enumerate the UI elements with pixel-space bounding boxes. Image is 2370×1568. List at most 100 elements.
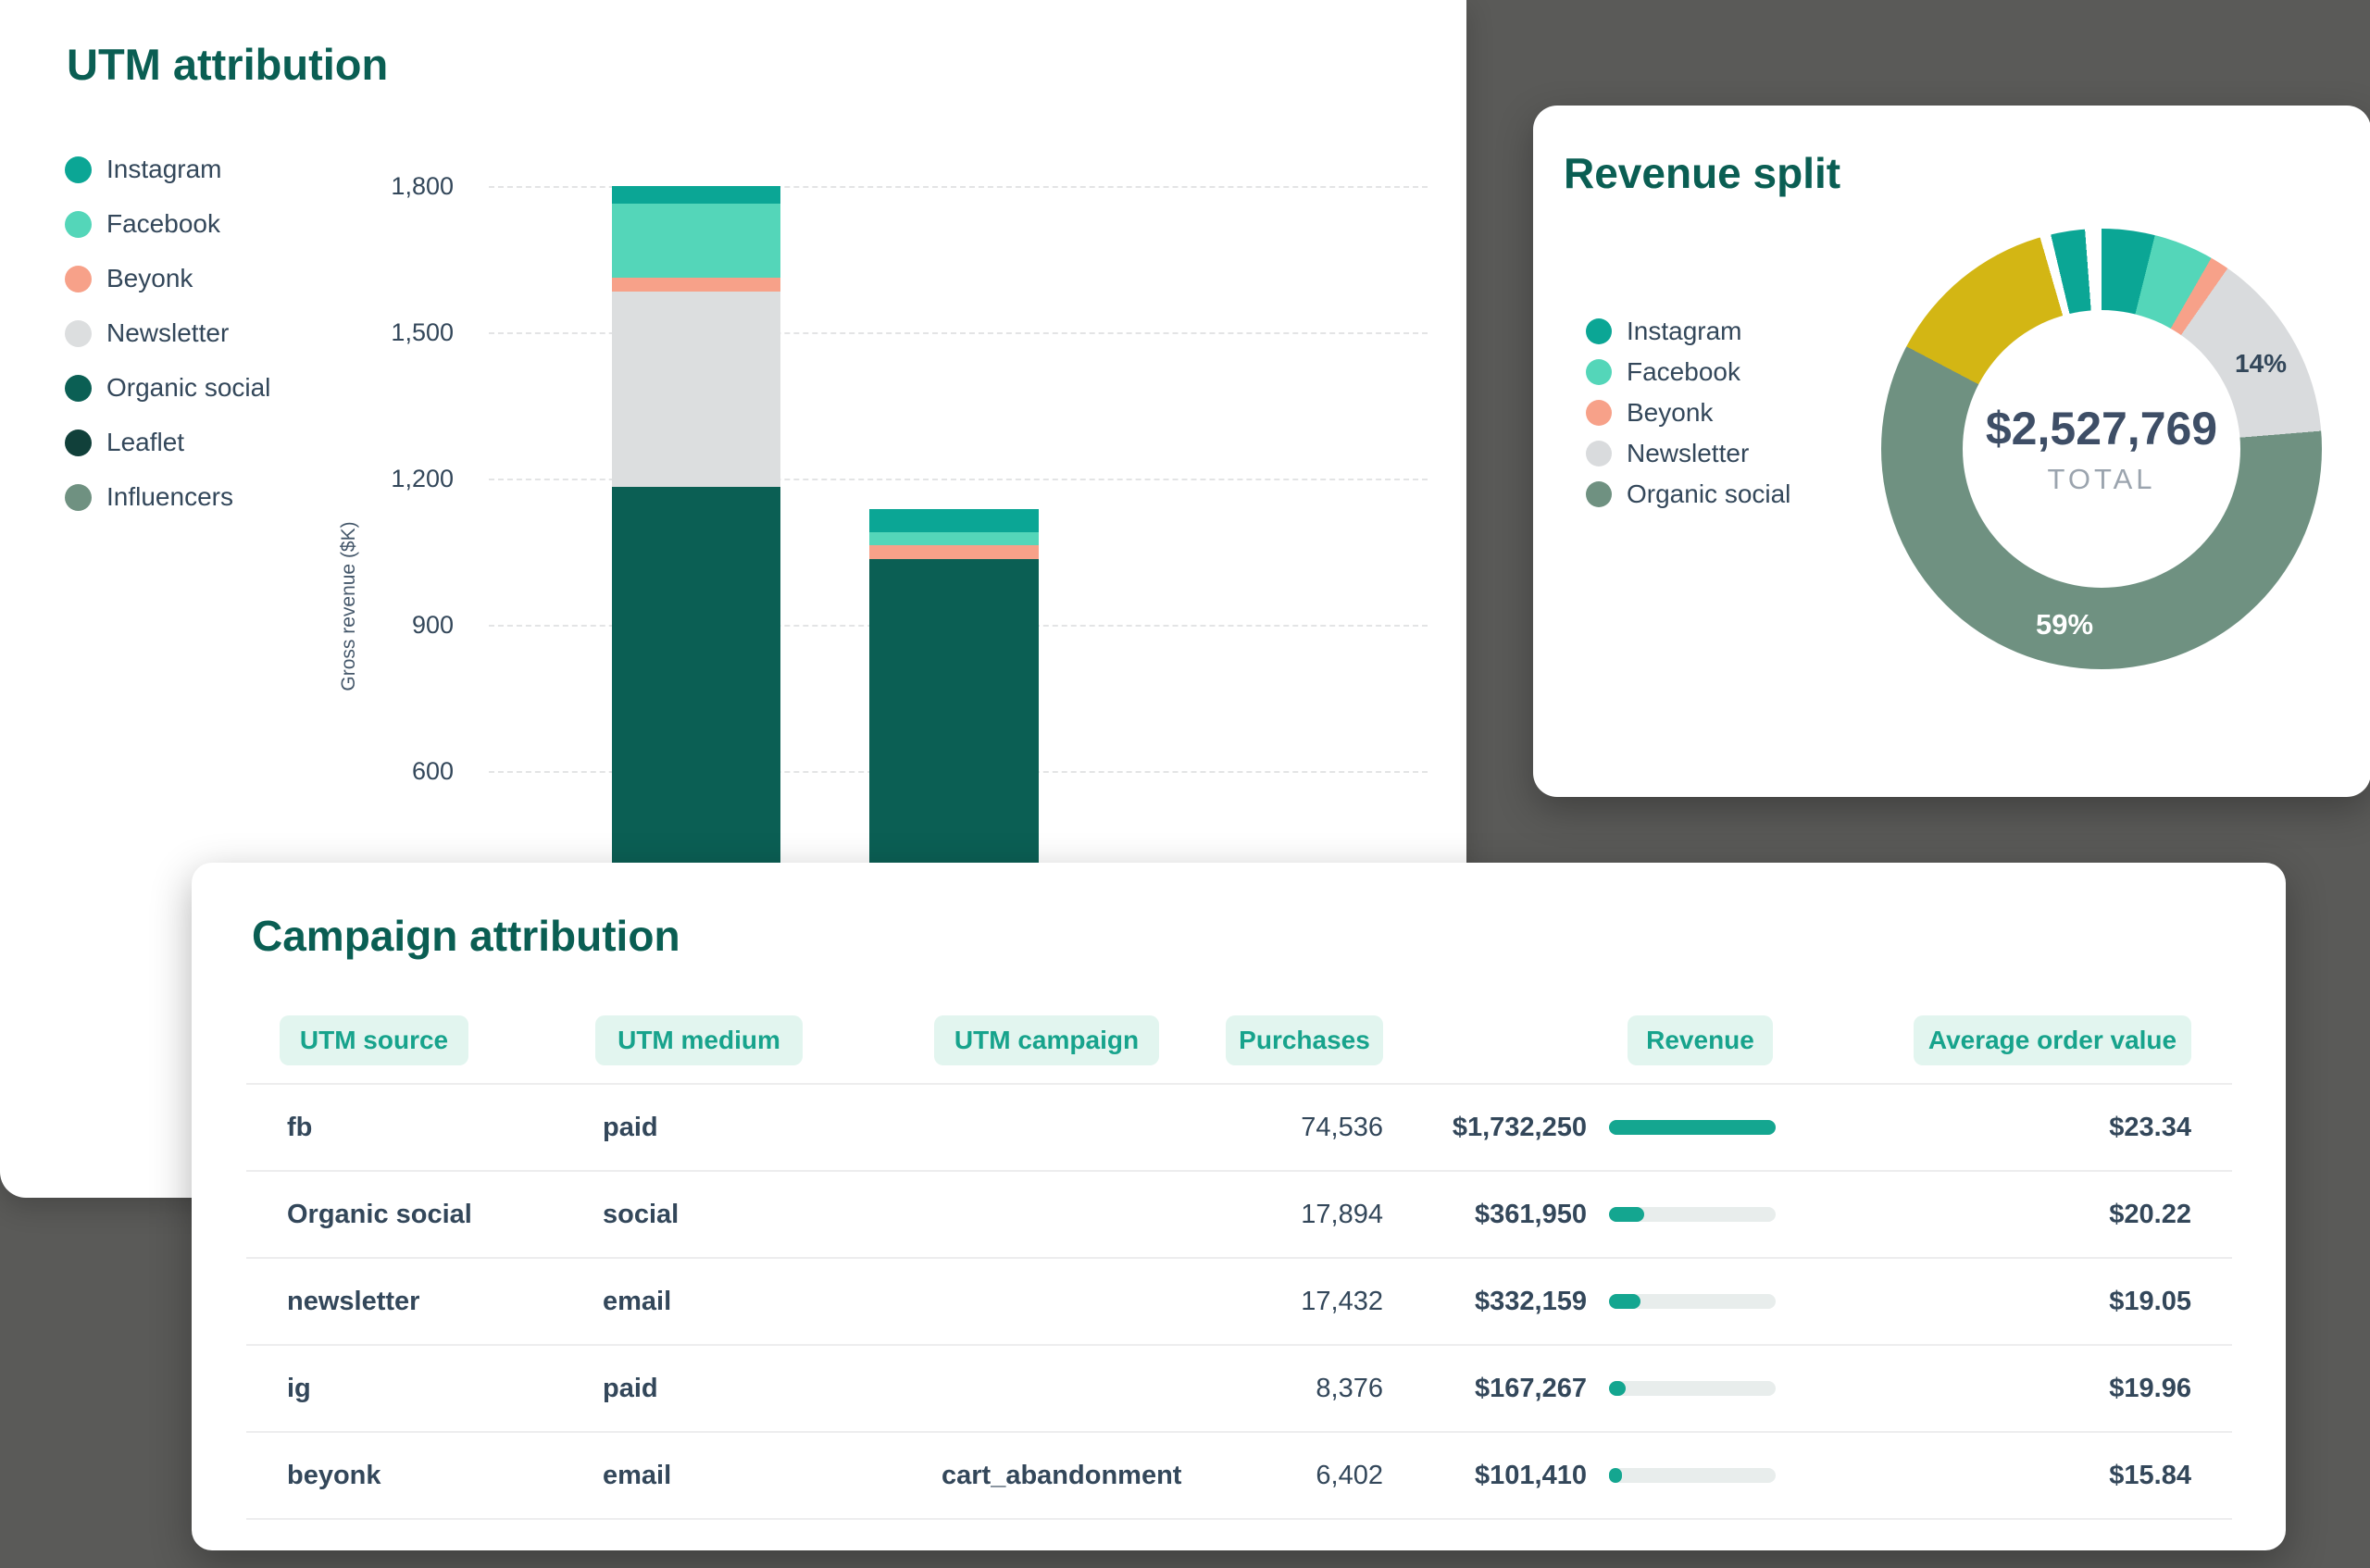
legend-item-newsletter[interactable]: Newsletter	[65, 318, 270, 347]
utm-card-title: UTM attribution	[67, 40, 389, 89]
legend-label: Organic social	[106, 373, 271, 402]
bar-segment-beyonk	[869, 544, 1039, 560]
cell-utm-medium: email	[603, 1461, 672, 1490]
cell-utm-source: ig	[287, 1374, 311, 1403]
legend-label: Newsletter	[1627, 439, 1750, 467]
utm-legend: Instagram Facebook Beyonk Newsletter Organic…	[65, 155, 271, 511]
legend-label: Newsletter	[106, 318, 230, 347]
cell-revenue: $101,410	[1475, 1461, 1587, 1490]
table-row: fb paid 74,536 $1,732,250 $23.34	[246, 1083, 2232, 1170]
revenue-bar-track	[1609, 1120, 1776, 1135]
column-header-purchases[interactable]: Purchases	[1226, 1015, 1383, 1065]
cell-purchases: 6,402	[1316, 1461, 1383, 1490]
y-tick-label: 1,200	[391, 464, 454, 492]
bar-segment-newsletter	[612, 291, 780, 488]
legend-dot-icon	[1586, 359, 1612, 385]
revenue-bar-fill	[1609, 1468, 1622, 1483]
legend-dot-icon	[65, 483, 92, 511]
gridline	[489, 478, 1428, 480]
bar-segment-facebook	[612, 203, 780, 278]
legend-label: Facebook	[106, 209, 220, 238]
cell-average-order-value: $20.22	[2109, 1200, 2191, 1229]
legend-label: Instagram	[106, 155, 222, 183]
campaign-table-body: fb paid 74,536 $1,732,250 $23.34 Organic soci…	[246, 1083, 2232, 1520]
cell-purchases: 17,432	[1301, 1287, 1383, 1316]
table-row: newsletter email 17,432 $332,159 $19.05	[246, 1257, 2232, 1344]
y-tick-label: 1,800	[391, 171, 454, 200]
y-axis-title: Gross revenue ($K)	[338, 521, 359, 691]
legend-dot-icon	[1586, 400, 1612, 426]
column-header-average-order-value[interactable]: Average order value	[1914, 1015, 2191, 1065]
legend-item-instagram[interactable]: Instagram	[65, 155, 270, 183]
cell-revenue: $332,159	[1475, 1287, 1587, 1316]
cell-revenue: $1,732,250	[1452, 1113, 1587, 1142]
legend-label: Facebook	[1627, 357, 1740, 386]
campaign-table-header: UTM source UTM medium UTM campaign Purchase…	[192, 1015, 2286, 1065]
y-tick-label: 900	[411, 610, 454, 639]
legend-dot-icon	[65, 319, 92, 347]
legend-item-beyonk[interactable]: Beyonk	[65, 264, 270, 292]
revenue-bar-fill	[1609, 1120, 1776, 1135]
campaign-card-title: Campaign attribution	[252, 912, 680, 960]
revenue-bar-fill	[1609, 1207, 1644, 1222]
cell-purchases: 8,376	[1316, 1374, 1383, 1403]
revenue-bar-fill	[1609, 1294, 1640, 1309]
legend-item-instagram[interactable]: Instagram	[1586, 317, 1790, 345]
legend-item-beyonk[interactable]: Beyonk	[1586, 398, 1790, 427]
bar-segment-facebook	[869, 532, 1039, 545]
legend-item-organic-social[interactable]: Organic social	[65, 373, 271, 402]
campaign-attribution-card: Campaign attribution UTM source UTM mediu…	[192, 863, 2286, 1550]
cell-utm-medium: paid	[603, 1113, 658, 1142]
legend-dot-icon	[1586, 441, 1612, 467]
cell-revenue: $167,267	[1475, 1374, 1587, 1403]
y-tick-label: 600	[411, 756, 454, 785]
column-header-utm-medium[interactable]: UTM medium	[595, 1015, 803, 1065]
bar-segment-instagram	[612, 185, 780, 204]
bar-segment-instagram	[869, 508, 1039, 533]
donut-total-value: $2,527,769	[1985, 403, 2218, 454]
legend-item-influencers[interactable]: Influencers	[65, 482, 270, 511]
cell-average-order-value: $19.05	[2109, 1287, 2191, 1316]
revenue-donut[interactable]: $2,527,769 TOTAL 14% 59%	[1881, 229, 2322, 669]
cell-purchases: 74,536	[1301, 1113, 1383, 1142]
cell-utm-source: beyonk	[287, 1461, 381, 1490]
legend-item-organic-social[interactable]: Organic social	[1586, 479, 1790, 508]
legend-item-facebook[interactable]: Facebook	[65, 209, 270, 238]
legend-label: Beyonk	[1627, 398, 1714, 427]
legend-dot-icon	[65, 210, 92, 238]
y-tick-label: 1,500	[391, 317, 454, 346]
legend-item-facebook[interactable]: Facebook	[1586, 357, 1790, 386]
legend-dot-icon	[1586, 481, 1612, 507]
revenue-bar-track	[1609, 1207, 1776, 1222]
cell-utm-source: newsletter	[287, 1287, 420, 1316]
revenue-legend: Instagram Facebook Beyonk Newsletter Organic…	[1586, 317, 1790, 508]
legend-dot-icon	[1586, 318, 1612, 344]
gridline	[489, 185, 1428, 188]
revenue-bar-track	[1609, 1381, 1776, 1396]
cell-utm-campaign: cart_abandonment	[942, 1461, 1182, 1490]
legend-label: Beyonk	[106, 264, 193, 292]
revenue-bar-track	[1609, 1294, 1776, 1309]
column-header-utm-source[interactable]: UTM source	[280, 1015, 468, 1065]
newsletter-percent-label: 14%	[2235, 349, 2288, 378]
legend-item-newsletter[interactable]: Newsletter	[1586, 439, 1790, 467]
column-header-utm-campaign[interactable]: UTM campaign	[934, 1015, 1159, 1065]
cell-utm-medium: email	[603, 1287, 672, 1316]
cell-purchases: 17,894	[1301, 1200, 1383, 1229]
legend-dot-icon	[65, 265, 92, 292]
column-header-revenue[interactable]: Revenue	[1628, 1015, 1773, 1065]
cell-utm-medium: social	[603, 1200, 680, 1229]
cell-utm-medium: paid	[603, 1374, 658, 1403]
bar-segment-beyonk	[612, 277, 780, 292]
legend-dot-icon	[65, 156, 92, 183]
legend-item-leaflet[interactable]: Leaflet	[65, 428, 270, 456]
legend-label: Leaflet	[106, 428, 185, 456]
revenue-split-card: Revenue split Instagram Facebook Beyonk New…	[1533, 106, 2370, 797]
legend-label: Influencers	[106, 482, 233, 511]
table-row: ig paid 8,376 $167,267 $19.96	[246, 1344, 2232, 1431]
legend-label: Instagram	[1627, 317, 1742, 345]
legend-dot-icon	[65, 429, 92, 456]
cell-utm-source: fb	[287, 1113, 313, 1142]
cell-utm-source: Organic social	[287, 1200, 472, 1229]
gridline	[489, 331, 1428, 334]
